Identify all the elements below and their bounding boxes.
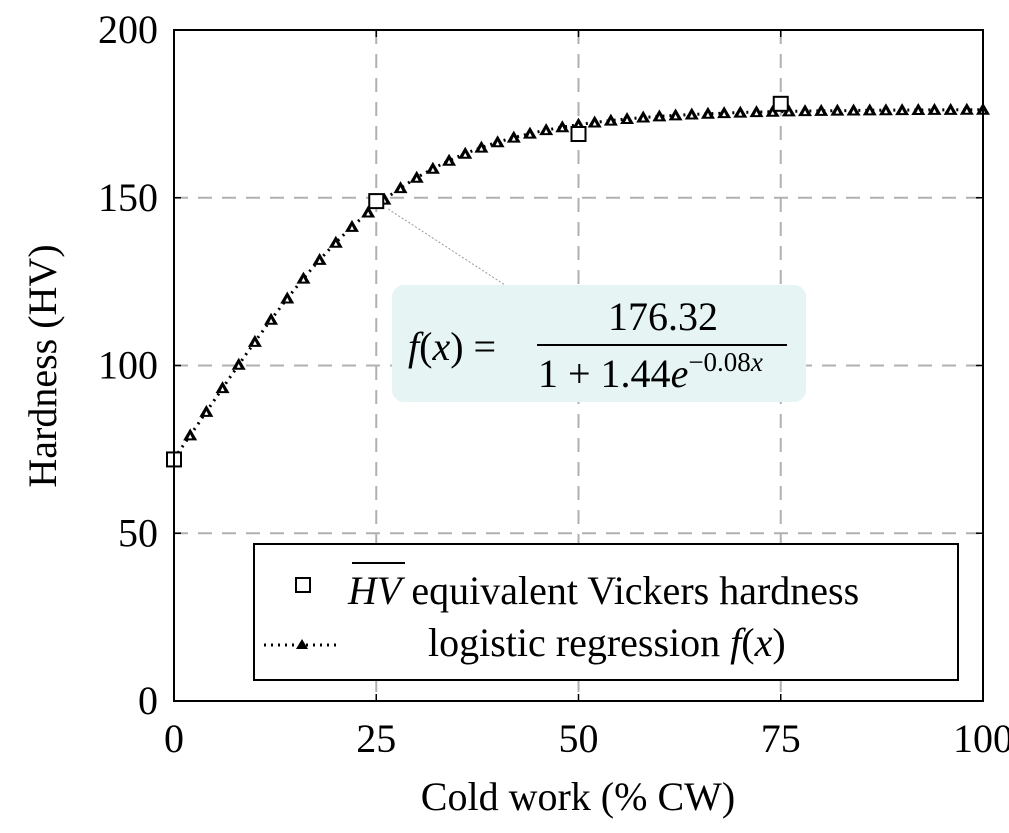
- x-tick-label: 25: [356, 716, 396, 761]
- formula-lhs: f(x) =: [408, 324, 496, 369]
- y-tick-label: 0: [138, 678, 158, 723]
- x-tick-label: 75: [761, 716, 801, 761]
- legend-square-marker-icon: [295, 577, 311, 593]
- x-tick-label: 100: [953, 716, 1009, 761]
- formula-box: [392, 285, 806, 402]
- y-tick-label: 200: [98, 7, 158, 52]
- y-tick-label: 50: [118, 510, 158, 555]
- legend: HV equivalent Vickers hardness logistic …: [253, 543, 959, 681]
- legend-label-regression: logistic regression f(x): [428, 620, 786, 665]
- legend-box: [253, 543, 959, 681]
- square-marker-icon: [570, 126, 587, 143]
- formula-numerator: 176.32: [608, 294, 718, 339]
- tick-labels: 0 25 50 75 100 0 50 100 150 200: [98, 7, 1009, 761]
- y-axis-title: Hardness (HV): [20, 244, 65, 487]
- formula-annotation: f(x) = 176.32 1 + 1.44e−0.08x: [392, 285, 806, 402]
- square-marker-icon: [368, 193, 385, 210]
- legend-label-hv: HV equivalent Vickers hardness: [347, 568, 859, 613]
- axis-ticks: [173, 29, 984, 702]
- x-tick-label: 0: [164, 716, 184, 761]
- regression-curve: [172, 102, 990, 460]
- annotation-leader-line: [387, 208, 506, 286]
- square-marker-icon: [772, 95, 789, 112]
- hardness-data-points: [166, 95, 789, 468]
- y-tick-label: 100: [98, 343, 158, 388]
- legend-triangle-marker-icon: [296, 639, 308, 649]
- y-tick-label: 150: [98, 175, 158, 220]
- x-axis-title: Cold work (% CW): [421, 774, 735, 819]
- x-tick-label: 50: [559, 716, 599, 761]
